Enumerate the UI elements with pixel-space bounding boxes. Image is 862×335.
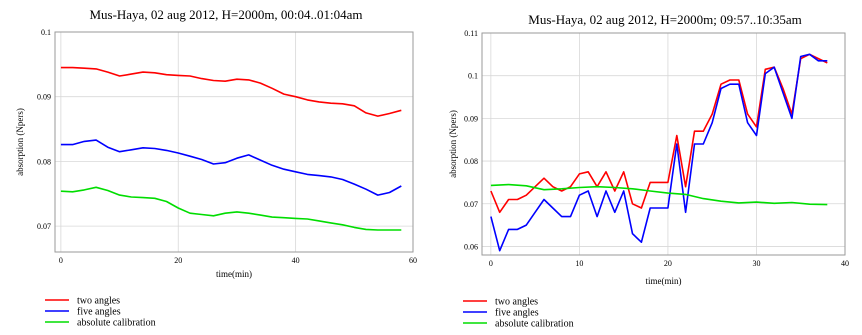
- x-tick-label: 40: [292, 256, 300, 265]
- y-tick-label: 0.1: [41, 28, 51, 37]
- x-tick-label: 20: [664, 259, 672, 268]
- y-tick-label: 0.08: [37, 157, 51, 166]
- series-line-absolute-calibration: [60, 186, 402, 231]
- y-tick-label: 0.06: [464, 242, 478, 251]
- plot-frame: [54, 31, 414, 253]
- x-tick-label: 20: [174, 256, 182, 265]
- y-axis-label: absorption (Npers): [448, 110, 458, 178]
- x-tick-label: 10: [575, 259, 583, 268]
- legend-label: five angles: [495, 308, 539, 319]
- plot-frame: [481, 32, 846, 256]
- legend-label: two angles: [77, 296, 120, 307]
- series-line-five-angles: [60, 139, 402, 196]
- x-tick-label: 0: [59, 256, 63, 265]
- x-tick-label: 30: [752, 259, 760, 268]
- y-tick-label: 0.08: [464, 157, 478, 166]
- y-axis-label: absorption (Npers): [15, 108, 25, 176]
- x-axis-label: time(min): [216, 269, 252, 279]
- y-tick-label: 0.07: [464, 200, 478, 209]
- chart-2: 0 10 20 30 40 0.06 0.07 0.08 0.09 0.1 0.11 Mus-Haya…: [448, 12, 849, 330]
- legend-label: two angles: [495, 297, 538, 308]
- y-tick-label: 0.11: [464, 29, 478, 38]
- y-tick-label: 0.07: [37, 222, 51, 231]
- x-tick-label: 60: [409, 256, 417, 265]
- y-tick-label: 0.09: [37, 93, 51, 102]
- series-line-two-angles: [490, 53, 828, 214]
- legend-label: absolute calibration: [495, 319, 574, 330]
- x-tick-label: 0: [489, 259, 493, 268]
- y-tick-label: 0.1: [468, 72, 478, 81]
- chart-1: 0 20 40 60 0.07 0.08 0.09 0.1 Mus-Haya, 02 aug 2…: [15, 7, 417, 329]
- legend-label: absolute calibration: [77, 318, 156, 329]
- x-tick-label: 40: [841, 259, 849, 268]
- series-line-five-angles: [490, 53, 828, 252]
- legend-label: five angles: [77, 307, 121, 318]
- chart-title: Mus-Haya, 02 aug 2012, H=2000m; 09:57..1…: [528, 12, 801, 27]
- y-tick-label: 0.09: [464, 114, 478, 123]
- series-line-two-angles: [60, 66, 402, 117]
- chart-title: Mus-Haya, 02 aug 2012, H=2000m, 00:04..0…: [89, 7, 362, 22]
- series-line-absolute-calibration: [490, 183, 828, 206]
- x-axis-label: time(min): [646, 276, 682, 286]
